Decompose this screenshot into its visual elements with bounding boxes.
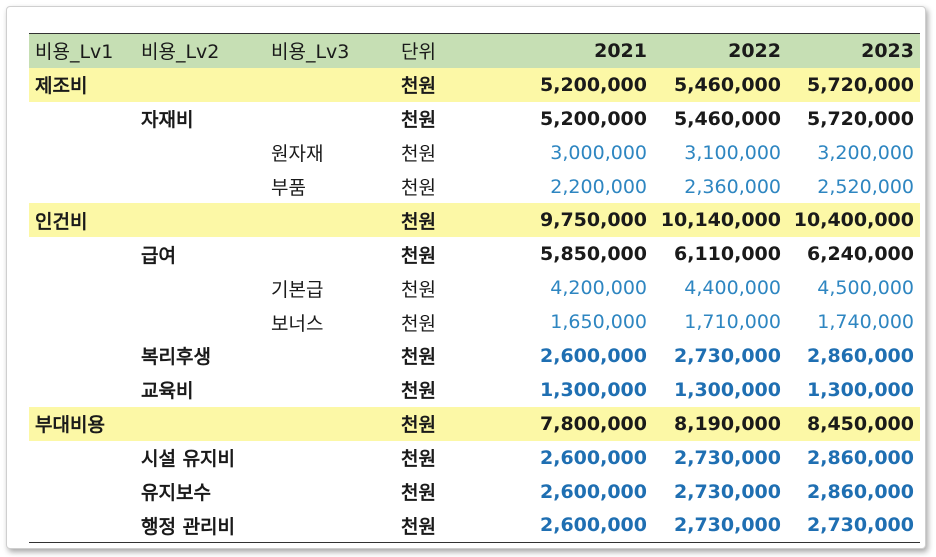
cell-unit: 천원 [401, 380, 436, 403]
table-row: 시설 유지비 천원 2,600,000 2,730,000 2,860,000 [29, 441, 920, 475]
cell-2022: 6,110,000 [674, 243, 781, 266]
cell-unit: 천원 [401, 109, 436, 132]
table-row: 보너스 천원 1,650,000 1,710,000 1,740,000 [29, 305, 920, 339]
cell-2022: 1,300,000 [674, 378, 781, 401]
header-lv3: 비용_Lv3 [271, 41, 350, 64]
cell-2023: 5,720,000 [807, 73, 914, 96]
cell-2022: 2,730,000 [674, 480, 781, 503]
cell-2023: 4,500,000 [817, 277, 914, 300]
header-lv1: 비용_Lv1 [35, 41, 114, 64]
table-frame: 비용_Lv1 비용_Lv2 비용_Lv3 단위 2021 2022 2023 제… [6, 6, 926, 549]
table-row: 자재비 천원 5,200,000 5,460,000 5,720,000 [29, 102, 920, 136]
table-row: 복리후생 천원 2,600,000 2,730,000 2,860,000 [29, 339, 920, 373]
cell-lv1: 인건비 [35, 210, 88, 233]
table-row: 기본급 천원 4,200,000 4,400,000 4,500,000 [29, 271, 920, 305]
cell-2021: 5,200,000 [540, 73, 647, 96]
table-row: 부품 천원 2,200,000 2,360,000 2,520,000 [29, 170, 920, 204]
cell-2023: 3,200,000 [817, 141, 914, 164]
cell-2021: 9,750,000 [540, 209, 647, 232]
cell-2023: 2,730,000 [807, 514, 914, 537]
cell-2023: 2,860,000 [807, 480, 914, 503]
header-2023: 2023 [861, 39, 914, 62]
cell-lv2: 유지보수 [141, 482, 211, 505]
cell-2022: 8,190,000 [674, 412, 781, 435]
cell-unit: 천원 [401, 210, 436, 233]
cell-2023: 1,300,000 [807, 378, 914, 401]
cell-unit: 천원 [401, 414, 436, 437]
cell-unit: 천원 [401, 143, 436, 166]
table-row: 원자재 천원 3,000,000 3,100,000 3,200,000 [29, 136, 920, 170]
cell-unit: 천원 [401, 177, 436, 199]
cell-2021: 2,600,000 [540, 514, 647, 537]
cell-2021: 3,000,000 [550, 141, 647, 164]
table-row: 교육비 천원 1,300,000 1,300,000 1,300,000 [29, 373, 920, 407]
cell-unit: 천원 [401, 244, 436, 267]
cell-lv2: 자재비 [141, 109, 194, 132]
cell-2022: 2,730,000 [674, 344, 781, 367]
table-row: 인건비 천원 9,750,000 10,140,000 10,400,000 [29, 203, 920, 238]
cell-2023: 6,240,000 [807, 243, 914, 266]
cell-lv3: 기본급 [271, 278, 324, 301]
cost-table: 비용_Lv1 비용_Lv2 비용_Lv3 단위 2021 2022 2023 제… [29, 33, 920, 544]
cell-unit: 천원 [401, 482, 436, 505]
cell-lv1: 제조비 [35, 75, 88, 98]
cell-2021: 2,600,000 [540, 480, 647, 503]
table-row: 부대비용 천원 7,800,000 8,190,000 8,450,000 [29, 406, 920, 441]
cell-2023: 2,520,000 [817, 175, 914, 198]
cell-lv2: 급여 [141, 244, 176, 267]
table-row: 유지보수 천원 2,600,000 2,730,000 2,860,000 [29, 475, 920, 509]
cell-2021: 7,800,000 [540, 412, 647, 435]
cell-unit: 천원 [401, 75, 436, 98]
cell-lv3: 부품 [271, 177, 306, 199]
cell-2022: 2,730,000 [674, 514, 781, 537]
cell-2021: 4,200,000 [550, 277, 647, 300]
cell-2022: 3,100,000 [684, 141, 781, 164]
header-2022: 2022 [728, 39, 781, 62]
cell-2022: 5,460,000 [674, 107, 781, 130]
cell-lv2: 시설 유지비 [141, 448, 236, 471]
cell-2022: 2,730,000 [674, 446, 781, 469]
cell-unit: 천원 [401, 515, 436, 538]
cell-2022: 5,460,000 [674, 73, 781, 96]
table-header-row: 비용_Lv1 비용_Lv2 비용_Lv3 단위 2021 2022 2023 [29, 34, 920, 68]
cell-2023: 2,860,000 [807, 344, 914, 367]
cell-unit: 천원 [401, 448, 436, 471]
cell-unit: 천원 [401, 312, 436, 335]
cell-2022: 10,140,000 [660, 209, 781, 232]
cell-lv2: 교육비 [141, 380, 194, 403]
cell-2021: 2,200,000 [550, 175, 647, 198]
cell-lv3: 원자재 [271, 143, 324, 166]
table-row: 제조비 천원 5,200,000 5,460,000 5,720,000 [29, 67, 920, 102]
cell-2021: 5,200,000 [540, 107, 647, 130]
header-2021: 2021 [594, 39, 647, 62]
cell-2021: 1,300,000 [540, 378, 647, 401]
cell-lv1: 부대비용 [35, 414, 105, 437]
cell-2021: 1,650,000 [550, 311, 647, 334]
cell-2023: 5,720,000 [807, 107, 914, 130]
header-lv2: 비용_Lv2 [141, 41, 220, 64]
cell-lv2: 복리후생 [141, 346, 211, 369]
cell-2023: 2,860,000 [807, 446, 914, 469]
cell-2022: 2,360,000 [684, 175, 781, 198]
cell-2021: 5,850,000 [540, 243, 647, 266]
table-row: 행정 관리비 천원 2,600,000 2,730,000 2,730,000 [29, 508, 920, 542]
cell-2021: 2,600,000 [540, 446, 647, 469]
cell-unit: 천원 [401, 278, 436, 301]
cell-2023: 8,450,000 [807, 412, 914, 435]
cell-unit: 천원 [401, 346, 436, 369]
cell-lv3: 보너스 [271, 312, 324, 335]
cell-2022: 1,710,000 [684, 311, 781, 334]
table-row: 급여 천원 5,850,000 6,110,000 6,240,000 [29, 237, 920, 271]
header-unit: 단위 [401, 41, 436, 64]
cell-2021: 2,600,000 [540, 344, 647, 367]
cell-2023: 1,740,000 [817, 311, 914, 334]
cell-2023: 10,400,000 [793, 209, 914, 232]
cell-lv2: 행정 관리비 [141, 515, 236, 538]
cell-2022: 4,400,000 [684, 277, 781, 300]
